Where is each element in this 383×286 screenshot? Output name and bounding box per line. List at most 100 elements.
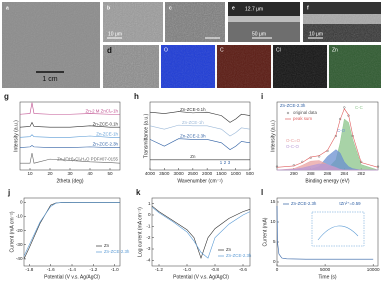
scale-label: 50 μm xyxy=(252,31,266,37)
map-label: Zn xyxy=(332,47,338,53)
x-tick-label: -1.8 xyxy=(25,267,33,272)
panel-label: b xyxy=(107,5,110,11)
panel-label: a xyxy=(6,5,9,11)
x-tick-label: -1.2 xyxy=(89,267,97,272)
y-tick-label: 0 xyxy=(20,199,23,204)
y-tick-label: -2 xyxy=(146,235,151,240)
panel-label: f xyxy=(307,5,309,11)
legend-label: Zn-ZCE-2.3h xyxy=(226,253,252,258)
substrate xyxy=(228,22,300,42)
thickness-label: 12.7 μm xyxy=(245,6,263,12)
legend-title: Zn-ZCE-2.3h xyxy=(280,103,306,108)
x-tick-label: 2500 xyxy=(188,171,199,176)
x-tick-label: -1.0 xyxy=(111,267,119,272)
legend-label: peak sum xyxy=(293,116,312,121)
x-tick-label: 10 xyxy=(27,171,33,176)
data-line xyxy=(151,205,251,259)
x-tick-label: 500 xyxy=(246,171,254,176)
panel-label: k xyxy=(136,188,141,197)
legend-label: Zn-ZCE-1h xyxy=(96,132,118,137)
x-axis-label: Wavenumber (cm⁻¹) xyxy=(177,178,223,184)
y-tick-label: -40 xyxy=(16,256,23,261)
texture xyxy=(103,45,159,88)
data-line xyxy=(151,206,251,259)
data-line xyxy=(19,145,120,148)
panel-label: e xyxy=(232,5,235,11)
x-axis-label: Time (s) xyxy=(318,274,336,280)
y-tick-label: -1 xyxy=(146,224,151,229)
legend-label: Zn-ZCE-1h xyxy=(182,120,204,125)
panel-label: j xyxy=(7,188,10,197)
panel-label: l xyxy=(261,188,263,197)
y-tick-label: 10 xyxy=(270,219,276,224)
x-tick-label: 286 xyxy=(324,171,332,176)
map-label: O xyxy=(164,47,168,53)
data-line xyxy=(20,152,121,164)
legend-label: Zn xyxy=(190,154,196,159)
plot-frame xyxy=(151,197,251,267)
data-line xyxy=(19,134,120,138)
panel-label: d xyxy=(107,46,112,55)
x-tick-label: 30 xyxy=(67,171,73,176)
x-tick-label: 4000 xyxy=(145,171,156,176)
panel-label: g xyxy=(4,92,9,101)
texture xyxy=(303,14,381,42)
texture xyxy=(165,2,225,42)
x-tick-label: 40 xyxy=(87,171,93,176)
x-tick-label: -1.0 xyxy=(183,267,191,272)
x-tick-label: -0.8 xyxy=(211,267,219,272)
inset-frame xyxy=(311,211,365,247)
x-tick-label: 0 xyxy=(276,267,279,272)
texture xyxy=(161,45,381,88)
x-axis-label: 2theta (deg) xyxy=(57,178,84,184)
y-tick-label: -3 xyxy=(146,246,151,251)
x-tick-label: -1.4 xyxy=(68,267,76,272)
legend-label: O-C-O xyxy=(286,144,300,149)
legend-label: Zn xyxy=(104,243,110,248)
legend-label: Zn-ZCE-2.3h xyxy=(291,201,317,206)
peak-area xyxy=(276,163,378,171)
legend-label: C-C xyxy=(355,105,363,110)
x-tick-label: 20 xyxy=(47,171,53,176)
scale-label: 10 μm xyxy=(309,31,323,37)
data-line xyxy=(149,124,251,137)
data-line xyxy=(149,111,251,123)
inset-curve xyxy=(317,225,359,241)
x-tick-label: 282 xyxy=(357,171,365,176)
x-tick-label: -0.6 xyxy=(239,267,247,272)
data-line xyxy=(19,121,120,128)
y-axis-label: Intensity (a.u.) xyxy=(13,120,19,152)
data-point xyxy=(275,165,279,168)
data-line xyxy=(276,205,374,260)
y-tick-label: 0 xyxy=(148,212,151,217)
legend-label: Zn xyxy=(226,247,232,252)
y-tick-label: -20 xyxy=(16,228,23,233)
legend-label: Zn-2 M ZnCl₂-1h xyxy=(86,108,119,113)
x-tick-label: 288 xyxy=(307,171,315,176)
texture xyxy=(103,2,163,42)
data-line xyxy=(149,138,251,150)
annotation: 2 xyxy=(224,160,227,165)
legend-label: O-C=O xyxy=(286,138,301,143)
y-axis-label: Current (mA) xyxy=(262,217,268,246)
panel-label: i xyxy=(261,92,263,101)
panel-label: c xyxy=(169,5,172,11)
data-point xyxy=(376,165,380,168)
legend-label: C-O xyxy=(337,128,346,133)
y-tick-label: 5 xyxy=(273,239,276,244)
x-tick-label: 1500 xyxy=(216,171,227,176)
data-line xyxy=(19,102,120,115)
x-tick-label: 3500 xyxy=(159,171,170,176)
data-line xyxy=(276,108,379,168)
annotation: tZn²⁺=0.59 xyxy=(339,201,361,206)
scale-label: 10 μm xyxy=(108,31,122,37)
legend-marker xyxy=(286,111,290,115)
map-label: Cl xyxy=(276,47,281,53)
y-axis-label: Intensity (a.u.) xyxy=(270,120,276,152)
layer xyxy=(228,16,300,22)
y-axis-label: Log current (mA cm⁻²) xyxy=(137,207,143,257)
x-tick-label: 3000 xyxy=(173,171,184,176)
y-axis-label: Transmittance (a.u.) xyxy=(143,113,149,158)
y-tick-label: -30 xyxy=(16,242,23,247)
